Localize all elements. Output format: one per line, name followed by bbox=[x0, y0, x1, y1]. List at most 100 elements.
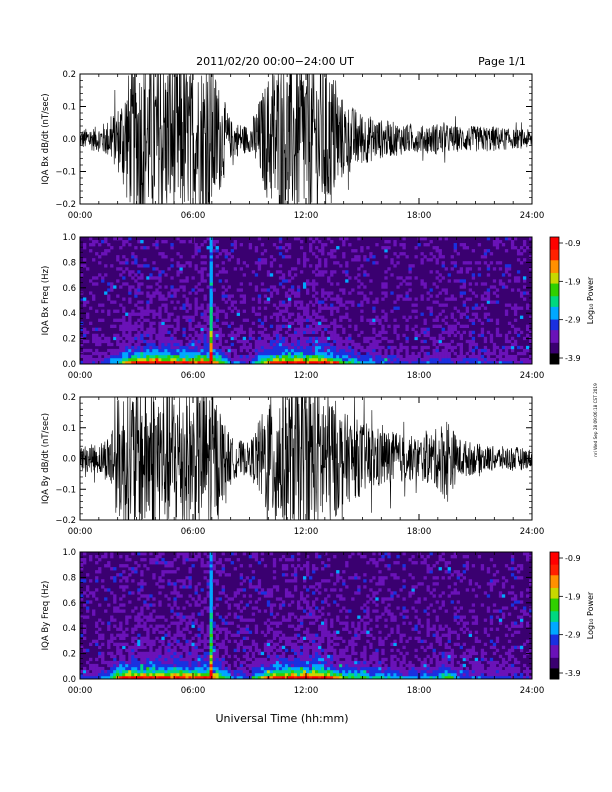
spectrogram-cell bbox=[239, 642, 244, 647]
spectrogram-cell bbox=[119, 669, 123, 674]
spectrogram-cell bbox=[354, 675, 358, 680]
spectrogram-cell bbox=[173, 672, 177, 677]
spectrogram-cell bbox=[384, 576, 388, 580]
spectrogram-cell bbox=[194, 339, 198, 344]
spectrogram-cell bbox=[486, 249, 491, 253]
spectrogram-cell bbox=[384, 291, 388, 295]
spectrogram-cell bbox=[233, 660, 237, 665]
spectrogram-cell bbox=[131, 567, 135, 571]
spectrogram-cell bbox=[107, 642, 111, 647]
spectrogram-cell bbox=[122, 564, 126, 568]
spectrogram-cell bbox=[149, 354, 153, 359]
spectrogram-cell bbox=[140, 585, 144, 589]
spectrogram-cell bbox=[315, 342, 319, 347]
spectrogram-cell bbox=[477, 318, 482, 322]
spectrogram-cell bbox=[387, 669, 391, 674]
spectrogram-cell bbox=[390, 351, 394, 356]
spectrogram-cell bbox=[363, 357, 367, 362]
spectrogram-cell bbox=[360, 663, 364, 668]
spectrogram-cell bbox=[345, 657, 349, 662]
spectrogram-cell bbox=[167, 651, 171, 656]
spectrogram-cell bbox=[245, 339, 250, 344]
spectrogram-cell bbox=[450, 312, 454, 316]
spectrogram-cell bbox=[95, 639, 99, 644]
spectrogram-cell bbox=[435, 348, 439, 353]
spectrogram-cell bbox=[495, 327, 500, 332]
spectrogram-cell bbox=[95, 309, 99, 313]
spectrogram-cell bbox=[315, 675, 319, 680]
spectrogram-cell bbox=[414, 330, 418, 335]
spectrogram-cell bbox=[206, 624, 210, 628]
spectrogram-cell bbox=[513, 318, 518, 322]
spectrogram-cell bbox=[245, 651, 250, 656]
spectrogram-cell bbox=[375, 315, 379, 319]
spectrogram-cell bbox=[360, 318, 364, 322]
spectrogram-cell bbox=[387, 357, 391, 362]
spectrogram-cell bbox=[83, 348, 87, 353]
spectrogram-cell bbox=[227, 297, 231, 301]
spectrogram-cell bbox=[381, 660, 385, 665]
spectrogram-cell bbox=[164, 654, 168, 659]
spectrogram-cell bbox=[281, 666, 286, 671]
spectrogram-cell bbox=[465, 270, 470, 274]
spectrogram-cell bbox=[128, 270, 132, 274]
spectrogram-cell bbox=[269, 660, 274, 665]
spectrogram-cell bbox=[522, 249, 527, 253]
spectrogram-cell bbox=[146, 666, 150, 671]
spectrogram-cell bbox=[444, 321, 448, 325]
spectrogram-cell bbox=[414, 303, 418, 307]
spectrogram-cell bbox=[209, 339, 213, 344]
spectrogram-cell bbox=[345, 354, 349, 359]
spectrogram-cell bbox=[272, 576, 277, 580]
spectrogram-cell bbox=[339, 297, 343, 301]
spectrogram-cell bbox=[83, 354, 87, 359]
spectrogram-cell bbox=[333, 675, 337, 680]
spectrogram-cell bbox=[405, 324, 409, 329]
spectrogram-cell bbox=[158, 579, 162, 583]
spectrogram-cell bbox=[104, 552, 108, 556]
spectrogram-cell bbox=[417, 600, 421, 604]
spectrogram-cell bbox=[312, 357, 316, 362]
spectrogram-cell bbox=[158, 615, 162, 619]
spectrogram-cell bbox=[302, 309, 307, 313]
spectrogram-cell bbox=[263, 663, 268, 668]
spectrogram-cell bbox=[200, 270, 204, 274]
spectrogram-cell bbox=[176, 342, 180, 347]
spectrogram-cell bbox=[435, 318, 439, 322]
spectrogram-cell bbox=[438, 336, 442, 341]
spectrogram-cell bbox=[104, 339, 108, 344]
spectrogram-cell bbox=[161, 357, 165, 362]
spectrogram-cell bbox=[438, 333, 442, 338]
spectrogram-cell bbox=[378, 330, 382, 335]
spectrogram-cell bbox=[158, 561, 162, 565]
spectrogram-cell bbox=[363, 645, 367, 650]
spectrogram-cell bbox=[143, 657, 147, 662]
spectrogram-cell bbox=[140, 351, 144, 356]
spectrogram-cell bbox=[113, 285, 117, 289]
spectrogram-cell bbox=[200, 306, 204, 310]
spectrogram-cell bbox=[312, 348, 316, 353]
spectrogram-cell bbox=[221, 321, 225, 325]
spectrogram-cell bbox=[290, 276, 295, 280]
spectrogram-cell bbox=[393, 318, 397, 322]
spectrogram-cell bbox=[107, 339, 111, 344]
spectrogram-cell bbox=[206, 630, 210, 634]
spectrogram-cell bbox=[287, 675, 292, 680]
spectrogram-cell bbox=[354, 627, 358, 631]
spectrogram-cell bbox=[95, 339, 99, 344]
spectrogram-cell bbox=[372, 561, 376, 565]
spectrogram-cell bbox=[110, 567, 114, 571]
spectrogram-cell bbox=[167, 639, 171, 644]
spectrogram-cell bbox=[360, 606, 364, 610]
spectrogram-cell bbox=[140, 306, 144, 310]
spectrogram-cell bbox=[125, 348, 129, 353]
spectrogram-cell bbox=[468, 339, 473, 344]
spectrogram-cell bbox=[327, 279, 331, 283]
spectrogram-cell bbox=[366, 633, 370, 637]
spectrogram-cell bbox=[173, 336, 177, 341]
spectrogram-cell bbox=[158, 651, 162, 656]
spectrogram-cell bbox=[312, 294, 316, 298]
spectrogram-cell bbox=[363, 294, 367, 298]
spectrogram-cell bbox=[309, 633, 313, 637]
spectrogram-cell bbox=[450, 315, 454, 319]
